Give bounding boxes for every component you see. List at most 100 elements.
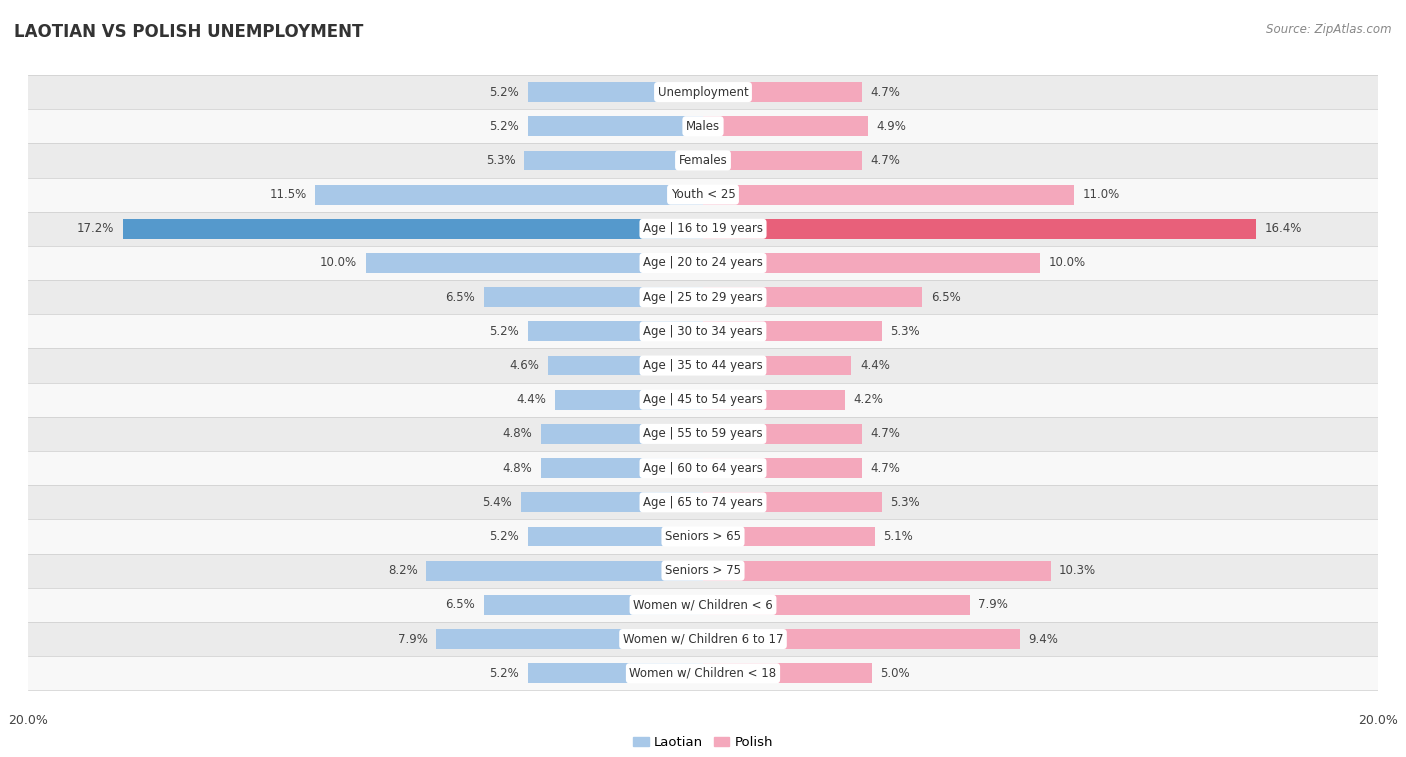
Text: 10.0%: 10.0% (1049, 257, 1085, 269)
Bar (28, 656, 1378, 690)
Text: 4.2%: 4.2% (853, 393, 883, 407)
Text: Seniors > 75: Seniors > 75 (665, 564, 741, 577)
Text: 4.7%: 4.7% (870, 462, 900, 475)
Bar (703, 253, 1040, 273)
Bar (28, 246, 1378, 280)
Text: 11.0%: 11.0% (1083, 188, 1119, 201)
Text: 10.3%: 10.3% (1059, 564, 1097, 577)
Text: Source: ZipAtlas.com: Source: ZipAtlas.com (1267, 23, 1392, 36)
Text: 17.2%: 17.2% (77, 223, 114, 235)
Bar (484, 595, 703, 615)
Text: Age | 45 to 54 years: Age | 45 to 54 years (643, 393, 763, 407)
Text: 5.2%: 5.2% (489, 120, 519, 132)
Bar (703, 185, 1074, 204)
Text: Women w/ Children < 18: Women w/ Children < 18 (630, 667, 776, 680)
Bar (703, 458, 862, 478)
Bar (541, 458, 703, 478)
Text: 5.3%: 5.3% (890, 496, 920, 509)
Text: 4.4%: 4.4% (516, 393, 546, 407)
Text: 5.3%: 5.3% (486, 154, 516, 167)
Text: Age | 35 to 44 years: Age | 35 to 44 years (643, 359, 763, 372)
Bar (703, 83, 862, 102)
Bar (122, 219, 703, 238)
Bar (28, 382, 1378, 417)
Bar (703, 117, 869, 136)
Text: 10.0%: 10.0% (321, 257, 357, 269)
Text: Unemployment: Unemployment (658, 86, 748, 98)
Bar (315, 185, 703, 204)
Bar (703, 629, 1021, 649)
Text: 4.7%: 4.7% (870, 86, 900, 98)
Text: 5.2%: 5.2% (489, 86, 519, 98)
Text: 4.7%: 4.7% (870, 154, 900, 167)
Text: 6.5%: 6.5% (446, 598, 475, 612)
Text: 7.9%: 7.9% (398, 633, 427, 646)
Text: Youth < 25: Youth < 25 (671, 188, 735, 201)
Bar (703, 595, 970, 615)
Bar (28, 178, 1378, 212)
Text: 5.3%: 5.3% (890, 325, 920, 338)
Bar (703, 219, 1257, 238)
Bar (703, 527, 875, 547)
Bar (366, 253, 703, 273)
Bar (554, 390, 703, 410)
Bar (703, 561, 1050, 581)
Text: 5.0%: 5.0% (880, 667, 910, 680)
Bar (28, 519, 1378, 553)
Text: 11.5%: 11.5% (270, 188, 307, 201)
Bar (703, 151, 862, 170)
Bar (28, 451, 1378, 485)
Text: Females: Females (679, 154, 727, 167)
Text: Age | 65 to 74 years: Age | 65 to 74 years (643, 496, 763, 509)
Text: 5.2%: 5.2% (489, 325, 519, 338)
Text: 16.4%: 16.4% (1265, 223, 1302, 235)
Bar (426, 561, 703, 581)
Text: 9.4%: 9.4% (1029, 633, 1059, 646)
Text: LAOTIAN VS POLISH UNEMPLOYMENT: LAOTIAN VS POLISH UNEMPLOYMENT (14, 23, 363, 41)
Bar (28, 485, 1378, 519)
Bar (527, 117, 703, 136)
Text: Women w/ Children < 6: Women w/ Children < 6 (633, 598, 773, 612)
Text: 5.1%: 5.1% (883, 530, 914, 543)
Bar (520, 492, 703, 512)
Text: 5.2%: 5.2% (489, 530, 519, 543)
Bar (703, 390, 845, 410)
Bar (527, 322, 703, 341)
Text: 4.6%: 4.6% (509, 359, 540, 372)
Text: 8.2%: 8.2% (388, 564, 418, 577)
Text: Age | 20 to 24 years: Age | 20 to 24 years (643, 257, 763, 269)
Text: Age | 55 to 59 years: Age | 55 to 59 years (643, 428, 763, 441)
Bar (703, 322, 882, 341)
Bar (28, 314, 1378, 348)
Text: 5.2%: 5.2% (489, 667, 519, 680)
Text: 7.9%: 7.9% (979, 598, 1008, 612)
Bar (703, 424, 862, 444)
Bar (28, 622, 1378, 656)
Bar (527, 663, 703, 683)
Text: 5.4%: 5.4% (482, 496, 512, 509)
Bar (436, 629, 703, 649)
Text: Age | 16 to 19 years: Age | 16 to 19 years (643, 223, 763, 235)
Bar (548, 356, 703, 375)
Text: 4.8%: 4.8% (503, 428, 533, 441)
Text: 4.7%: 4.7% (870, 428, 900, 441)
Bar (28, 212, 1378, 246)
Text: Males: Males (686, 120, 720, 132)
Text: 4.4%: 4.4% (860, 359, 890, 372)
Bar (28, 280, 1378, 314)
Bar (28, 587, 1378, 622)
Bar (703, 663, 872, 683)
Bar (28, 553, 1378, 587)
Text: 6.5%: 6.5% (931, 291, 960, 304)
Bar (484, 287, 703, 307)
Legend: Laotian, Polish: Laotian, Polish (627, 731, 779, 755)
Bar (527, 83, 703, 102)
Text: 4.9%: 4.9% (877, 120, 907, 132)
Text: Women w/ Children 6 to 17: Women w/ Children 6 to 17 (623, 633, 783, 646)
Bar (28, 143, 1378, 178)
Bar (527, 527, 703, 547)
Text: 6.5%: 6.5% (446, 291, 475, 304)
Text: Seniors > 65: Seniors > 65 (665, 530, 741, 543)
Bar (524, 151, 703, 170)
Text: Age | 25 to 29 years: Age | 25 to 29 years (643, 291, 763, 304)
